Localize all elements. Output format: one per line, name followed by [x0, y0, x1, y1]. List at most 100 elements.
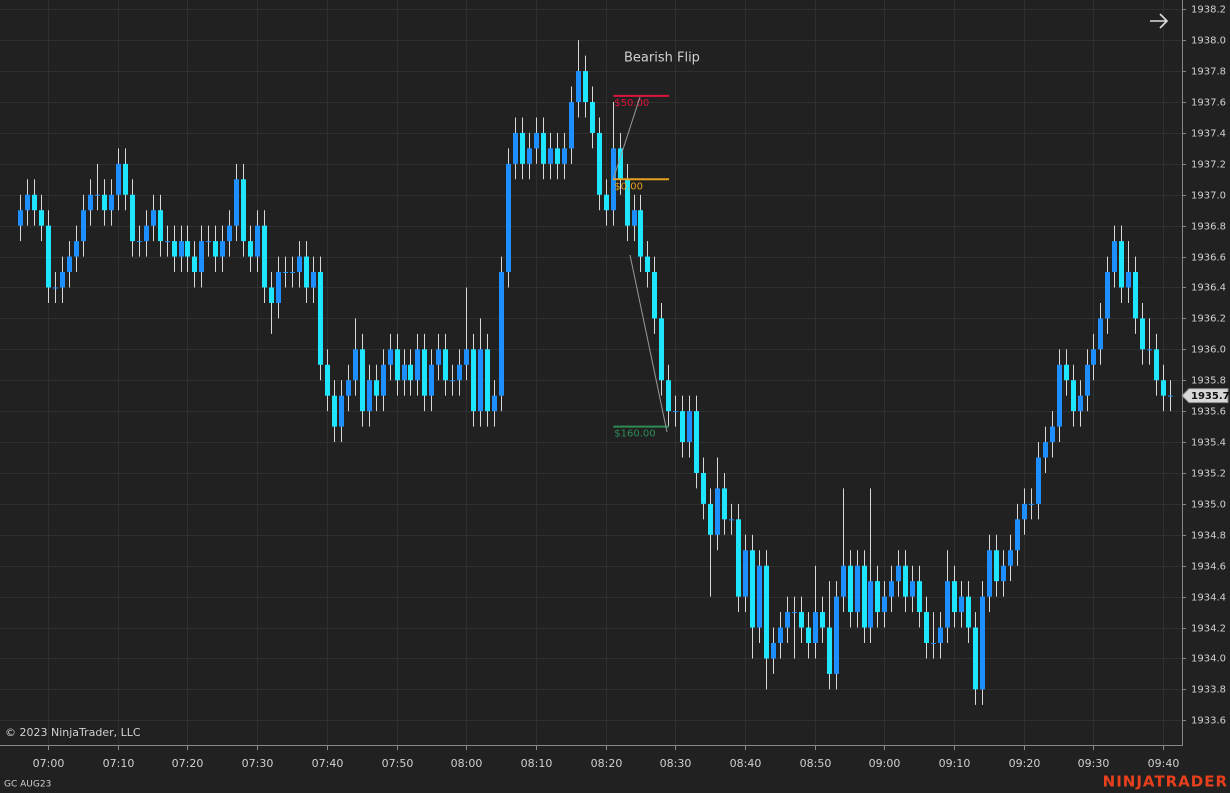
candle-body: [868, 581, 873, 628]
y-tick-label: 1936.2: [1191, 314, 1226, 325]
candle-body: [144, 225, 149, 242]
y-tick-label: 1936.6: [1191, 253, 1226, 264]
candle-body: [130, 194, 135, 242]
candle-body: [1008, 550, 1013, 566]
candle-body: [311, 272, 316, 288]
candle-body: [813, 612, 818, 643]
candle-body: [276, 272, 281, 303]
candle-body: [248, 241, 253, 257]
candle-body: [583, 71, 588, 103]
candle-body: [88, 194, 93, 211]
copyright: © 2023 NinjaTrader, LLC: [5, 726, 141, 739]
candle-body: [799, 612, 804, 628]
candle-body: [1057, 364, 1062, 427]
candle-body: [269, 287, 274, 303]
candle-body: [638, 210, 643, 257]
candle-body: [388, 349, 393, 365]
candle-body: [841, 565, 846, 597]
candle-body: [917, 581, 922, 613]
y-tick-label: 1934.6: [1191, 562, 1226, 573]
candle-body: [1154, 349, 1159, 381]
candle-body: [192, 256, 197, 273]
candle-body: [652, 272, 657, 319]
candle-body: [687, 411, 692, 443]
x-tick-label: 09:20: [1009, 757, 1041, 770]
level-label: $50.00: [614, 98, 649, 109]
candle-body: [220, 241, 225, 257]
candle-body: [234, 179, 239, 226]
y-tick-label: 1933.6: [1191, 716, 1226, 727]
y-tick-label: 1935.8: [1191, 376, 1226, 387]
candle-body: [46, 225, 51, 288]
candle-body: [645, 256, 650, 273]
candle-body: [590, 102, 595, 133]
candle-body: [513, 132, 518, 164]
candle-body: [569, 102, 574, 149]
candle-body: [241, 179, 246, 242]
candle-body: [402, 364, 407, 381]
candle-body: [165, 241, 170, 243]
candle-body: [973, 627, 978, 690]
candle-body: [1147, 349, 1152, 351]
brand-logo: NINJATRADER: [1103, 773, 1228, 791]
y-tick-label: 1937.4: [1191, 129, 1226, 140]
candle-body: [297, 256, 302, 273]
candle-body: [848, 565, 853, 613]
candle-body: [625, 179, 630, 226]
candle-body: [673, 411, 678, 413]
candle-body: [1064, 364, 1069, 381]
annotation: Bearish Flip: [624, 51, 700, 66]
candle-body: [715, 488, 720, 535]
candle-body: [750, 550, 755, 628]
candle-body: [53, 287, 58, 289]
candle-body: [987, 550, 992, 597]
candle-body: [471, 349, 476, 412]
candle-body: [485, 349, 490, 412]
candle-body: [367, 380, 372, 412]
connector: [629, 254, 668, 433]
symbol: GC AUG23: [4, 780, 51, 790]
candle-body: [889, 581, 894, 597]
candle-body: [415, 349, 420, 381]
plot: $50.00 $0.00 $160.00: [18, 40, 1173, 705]
candle-body: [116, 163, 121, 195]
candle-body: [792, 612, 797, 614]
candle-body: [1071, 380, 1076, 412]
x-tick-label: 09:00: [869, 757, 901, 770]
candle-body: [924, 612, 929, 643]
x-tick-label: 08:50: [800, 757, 832, 770]
candle-body: [576, 71, 581, 103]
candle-body: [952, 581, 957, 613]
candle-body: [457, 364, 462, 381]
candle-body: [743, 550, 748, 597]
candle-body: [39, 210, 44, 226]
connector: [612, 96, 641, 181]
candle-body: [450, 380, 455, 382]
candle-body: [492, 395, 497, 412]
y-tick-label: 1933.8: [1191, 685, 1226, 696]
x-tick-label: 07:50: [382, 757, 414, 770]
candle-body: [548, 148, 553, 164]
candle-body: [827, 627, 832, 674]
x-tick-label: 08:10: [521, 757, 553, 770]
x-tick-label: 07:40: [312, 757, 344, 770]
candle-body: [855, 565, 860, 613]
candle-body: [381, 364, 386, 396]
candle-body: [938, 627, 943, 643]
candle-body: [325, 364, 330, 396]
candle-body: [109, 194, 114, 211]
candle-body: [199, 241, 204, 273]
candle-body: [708, 503, 713, 535]
candle-body: [1036, 457, 1041, 504]
candle-body: [185, 241, 190, 257]
candle-body: [534, 132, 539, 149]
y-tick-label: 1936.8: [1191, 222, 1226, 233]
candle-body: [694, 411, 699, 473]
candle-body: [541, 132, 546, 164]
x-tick-label: 09:10: [939, 757, 971, 770]
y-tick-label: 1937.8: [1191, 67, 1226, 78]
scroll-arrow[interactable]: [1150, 13, 1169, 29]
candle-body: [464, 349, 469, 365]
x-tick-label: 09:40: [1148, 757, 1180, 770]
candle-body: [422, 349, 427, 396]
